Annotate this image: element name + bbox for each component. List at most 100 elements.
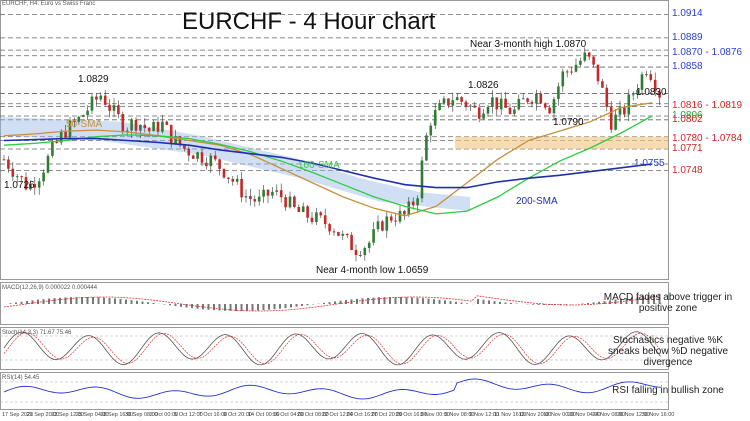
- macd-bar: [493, 301, 496, 304]
- x-tick-label: 20 Oct 08:00: [297, 412, 329, 418]
- candle-body: [187, 148, 191, 156]
- annotation-3m-high: Near 3-month high 1.0870: [470, 39, 587, 50]
- stoch-panel-frame: [0, 327, 669, 370]
- candle-body: [293, 196, 296, 207]
- macd-bar: [70, 297, 72, 304]
- annotation-1-0790: 1.0790: [553, 117, 584, 128]
- macd-bar: [262, 304, 265, 311]
- candle-body: [543, 103, 547, 108]
- candle-body: [455, 97, 459, 101]
- macd-bar: [207, 304, 210, 310]
- candle-body: [42, 172, 45, 182]
- candle-body: [139, 124, 142, 131]
- candle-body: [552, 99, 556, 114]
- candle-body: [398, 210, 402, 222]
- price-tag-p11: 1.0755: [634, 158, 665, 170]
- candle-body: [77, 116, 81, 122]
- macd-bar: [323, 302, 325, 304]
- macd-bar: [53, 298, 56, 304]
- candle-body: [623, 106, 626, 115]
- candle-body: [614, 114, 617, 130]
- macd-bar: [163, 304, 166, 305]
- price-tag-p5: 1.0830: [636, 87, 667, 99]
- candle-body: [310, 217, 314, 223]
- candle-body: [464, 101, 468, 107]
- stoch-k-line: [3, 331, 662, 366]
- candle-body: [209, 155, 213, 167]
- candle-body: [20, 176, 23, 178]
- macd-bar: [108, 297, 111, 304]
- candle-body: [601, 81, 604, 88]
- x-tick-label: 5 Nov 08:00: [444, 412, 475, 418]
- candle-body: [411, 201, 415, 206]
- annotation-1-0726: 1.0726: [4, 180, 35, 191]
- x-tick-label: 11 Nov 16:00: [494, 412, 527, 418]
- macd-bar: [20, 301, 23, 304]
- macd-bar: [15, 302, 17, 304]
- candle-body: [477, 107, 481, 119]
- candle-body: [196, 152, 199, 159]
- candle-body: [306, 206, 309, 218]
- macd-bar: [642, 295, 644, 304]
- macd-bar: [246, 304, 248, 311]
- macd-bar: [240, 304, 243, 311]
- sma-line-50-sma: [3, 102, 653, 217]
- price-tag-p2: 1.0889: [672, 31, 703, 43]
- candle-body: [341, 233, 345, 236]
- macd-bar: [251, 304, 254, 311]
- candle-body: [565, 71, 569, 73]
- macd-bar: [361, 298, 364, 304]
- candle-body: [183, 145, 186, 149]
- candle-body: [447, 98, 450, 106]
- x-tick-label: 22 Oct 12:00: [321, 412, 354, 418]
- candle-body: [11, 168, 15, 177]
- rsi-header: RSI(14) 54.45: [2, 375, 40, 381]
- candle-body: [508, 107, 512, 114]
- macd-bar: [565, 304, 567, 305]
- macd-bar: [488, 300, 490, 304]
- macd-bar: [581, 303, 584, 304]
- macd-bar: [81, 297, 83, 304]
- annotation-1-0829: 1.0829: [78, 74, 109, 85]
- candle-body: [143, 124, 147, 129]
- macd-bar: [510, 303, 512, 304]
- x-tick-label: 2 Oct 00:00: [149, 412, 179, 418]
- x-tick-label: 21 Sep 20:00: [26, 412, 60, 418]
- candle-body: [152, 121, 155, 132]
- candle-body: [649, 74, 653, 80]
- candle-body: [429, 125, 433, 136]
- macd-bar: [400, 297, 402, 304]
- candle-body: [2, 159, 6, 161]
- candle-body: [376, 221, 380, 230]
- candle-body: [473, 105, 477, 108]
- macd-bar: [383, 297, 386, 304]
- macd-bar: [37, 299, 39, 304]
- macd-bar: [202, 304, 204, 310]
- candle-body: [55, 142, 59, 144]
- candle-body: [583, 52, 587, 61]
- x-tick-label: 27 Oct 20:00: [371, 412, 403, 418]
- candle-body: [609, 106, 613, 130]
- macd-bar: [598, 301, 600, 304]
- macd-bar: [301, 304, 303, 306]
- price-tag-p4: 1.0858: [672, 61, 703, 73]
- candle-body: [288, 196, 292, 208]
- macd-bar: [268, 304, 270, 310]
- support-zone: [455, 136, 668, 149]
- macd-bar: [31, 300, 34, 304]
- macd-bar: [152, 303, 155, 304]
- macd-bar: [218, 304, 221, 311]
- macd-bar: [86, 297, 89, 304]
- macd-bar: [147, 302, 149, 304]
- macd-bar: [614, 299, 617, 304]
- sma100-label: 100-SMA: [298, 160, 340, 171]
- macd-bar: [306, 304, 309, 306]
- macd-bar: [174, 304, 177, 307]
- macd-bar: [334, 301, 336, 304]
- candle-body: [389, 216, 393, 221]
- candle-body: [332, 231, 336, 233]
- candle-body: [328, 224, 331, 232]
- candle-body: [231, 178, 235, 182]
- macd-bar: [389, 297, 391, 304]
